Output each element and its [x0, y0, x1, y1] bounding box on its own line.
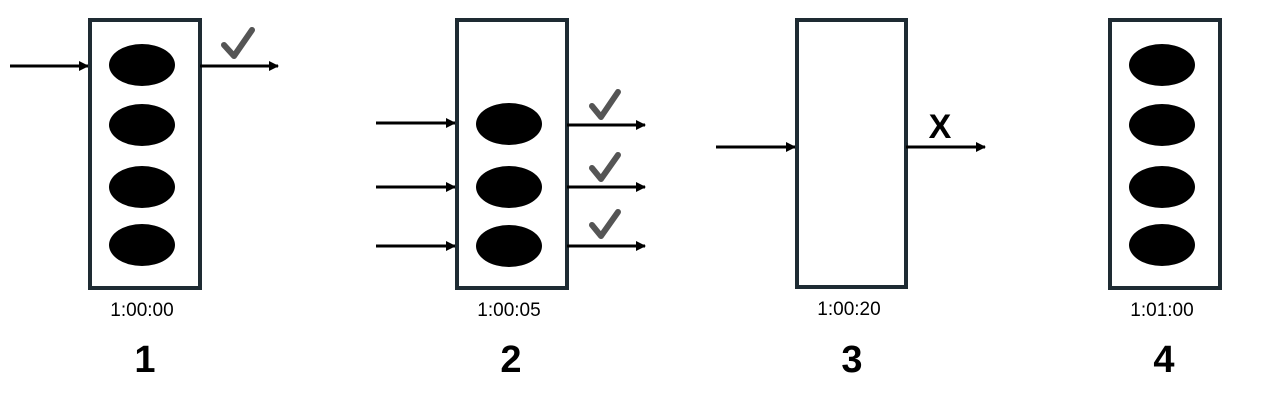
x-icon: X: [929, 108, 952, 146]
token: [109, 224, 175, 266]
token: [109, 104, 175, 146]
time-label: 1:00:20: [817, 299, 880, 320]
check-icon: [221, 27, 255, 59]
bucket: [795, 18, 908, 289]
time-label: 1:01:00: [1130, 300, 1193, 321]
step-number: 2: [500, 339, 521, 381]
step-number: 1: [134, 339, 155, 381]
time-label: 1:00:05: [477, 300, 540, 321]
token: [1129, 166, 1195, 208]
check-icon: [589, 152, 621, 182]
token: [476, 225, 542, 267]
check-icon: [589, 209, 621, 239]
panel-4: 1:01:00 4: [1108, 18, 1222, 381]
panel-1: 1:00:00 1: [10, 18, 279, 381]
token: [109, 44, 175, 86]
step-number: 3: [841, 339, 862, 381]
check-icon: [589, 89, 621, 120]
token: [109, 166, 175, 208]
token: [476, 166, 542, 208]
token: [1129, 104, 1195, 146]
token: [1129, 44, 1195, 86]
panel-3: X 1:00:20 3: [716, 18, 986, 381]
step-number: 4: [1153, 339, 1174, 381]
token: [476, 103, 542, 145]
time-label: 1:00:00: [110, 300, 173, 321]
panel-2: 1:00:05 2: [376, 18, 646, 381]
token: [1129, 224, 1195, 266]
